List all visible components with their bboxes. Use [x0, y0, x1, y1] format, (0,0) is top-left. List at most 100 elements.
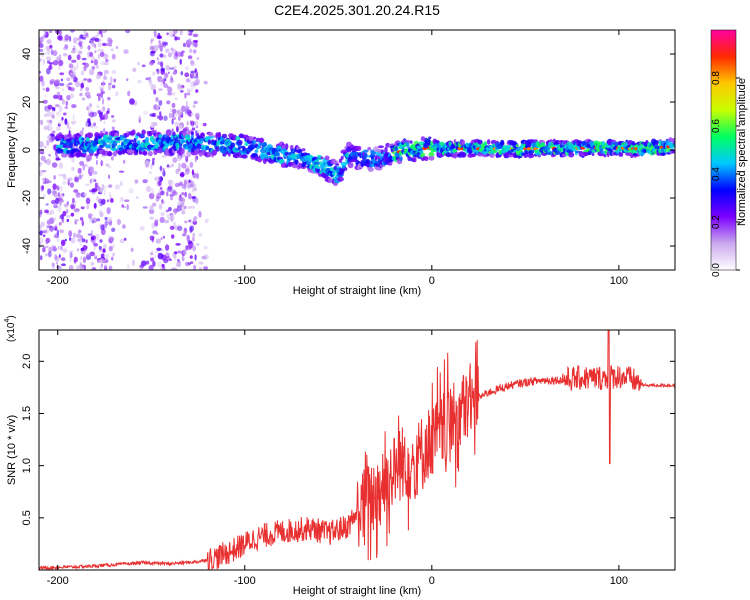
spectrogram-noise-cell: [71, 104, 77, 109]
spectrogram-noise-cell: [137, 80, 142, 84]
spectrogram-noise-cell: [201, 255, 207, 260]
spectrogram-noise-cell: [68, 93, 75, 99]
spectrogram-noise-cell: [77, 167, 82, 174]
spectrogram-noise-cell: [68, 63, 74, 69]
spectrogram-noise-cell: [56, 229, 60, 237]
spectrogram-noise-cell: [123, 49, 129, 54]
spectrogram-noise-cell: [74, 200, 77, 205]
spectrogram-noise-cell: [45, 203, 49, 206]
spectrogram-noise-cell: [44, 31, 49, 38]
spectrogram-noise-cell: [159, 111, 162, 116]
spectrogram-noise-cell: [173, 208, 177, 216]
spectrogram-noise-cell: [108, 82, 112, 86]
spectrogram-noise-cell: [183, 205, 187, 210]
spectrogram-noise-cell: [44, 52, 48, 55]
spectrogram-signal-cell: [452, 148, 458, 153]
spectrogram-signal-cell: [338, 158, 343, 164]
spectrogram-noise-cell: [175, 168, 180, 175]
spectrogram-signal-cell: [620, 152, 624, 157]
spectrogram-noise-cell: [172, 157, 178, 163]
spectrogram-noise-cell: [159, 216, 165, 223]
spectrogram-frame: [38, 29, 676, 271]
spectrogram-noise-cell: [164, 220, 170, 224]
spectrogram-noise-cell: [89, 111, 95, 118]
spectrogram-noise-cell: [187, 55, 193, 60]
spectrogram-noise-cell: [190, 59, 194, 65]
spectrogram-noise-cell: [53, 204, 58, 209]
spectrogram-noise-cell: [60, 78, 64, 82]
spectrogram-noise-cell: [156, 57, 159, 61]
spectrogram-signal-cell: [131, 129, 136, 136]
spectrogram-noise-cell: [175, 243, 181, 246]
spectrogram-noise-cell: [91, 56, 96, 61]
snr-panel: 0.5 1.0 1.5 2.0 -200 -100 0 100 SNR (10 * v/v)…: [4, 315, 676, 597]
spectrogram-noise-cell: [55, 157, 61, 161]
spectrogram-noise-cell: [70, 30, 75, 33]
spectrogram-signal-cell: [256, 146, 260, 150]
spectrogram-noise-cell: [166, 191, 169, 197]
spectrogram-noise-cell: [45, 253, 48, 257]
spectrogram-noise-cell: [193, 76, 199, 79]
spectrogram-noise-cell: [99, 264, 103, 270]
chart-title: C2E4.2025.301.20.24.R15: [274, 2, 440, 18]
spectrogram-noise-cell: [42, 178, 46, 181]
spectrogram-noise-cell: [184, 66, 190, 71]
spectrogram-noise-cell: [97, 42, 102, 48]
spectrogram-noise-cell: [98, 245, 102, 250]
spectrogram-noise-cell: [59, 72, 65, 76]
spectrogram-noise-cell: [108, 42, 113, 47]
spectrogram-noise-cell: [118, 170, 125, 173]
spectrogram-signal-cell: [262, 142, 267, 147]
spectrogram-noise-cell: [138, 116, 141, 124]
spectrogram-noise-cell: [84, 121, 89, 128]
spectrogram-noise-cell: [82, 164, 85, 171]
spectrogram-noise-cell: [132, 67, 137, 72]
spectrogram-noise-cell: [72, 113, 75, 121]
spectrogram-signal-cell: [425, 138, 431, 144]
spectrogram-signal-cell: [313, 161, 321, 166]
spectrogram-noise-cell: [70, 204, 76, 210]
spectrogram-noise-cell: [105, 163, 110, 167]
spectrogram-signal-cell: [428, 155, 435, 161]
spectrogram-signal-cell: [356, 145, 362, 151]
spectrogram-signal-cell: [340, 155, 344, 160]
colorbar-tick-label: 0.8: [711, 71, 722, 85]
spectrogram-noise-cell: [59, 229, 64, 234]
spectrogram-xtick-label: -100: [234, 275, 256, 287]
spectrogram-signal-cell: [407, 156, 412, 162]
spectrogram-ytick-label: 40: [21, 48, 33, 60]
spectrogram-noise-cell: [185, 155, 189, 163]
spectrogram-noise-cell: [158, 43, 162, 49]
spectrogram-noise-cell: [142, 179, 148, 184]
spectrogram-noise-cell: [75, 192, 81, 198]
spectrogram-noise-cell: [85, 86, 90, 92]
spectrogram-noise-cell: [54, 226, 58, 231]
spectrogram-noise-cell: [103, 185, 108, 190]
spectrogram-noise-cell: [204, 81, 208, 85]
spectrogram-noise-cell: [92, 171, 98, 175]
spectrogram-noise-cell: [174, 251, 178, 255]
spectrogram-noise-cell: [163, 54, 167, 59]
spectrogram-noise-cell: [139, 226, 145, 231]
spectrogram-noise-cell: [58, 59, 64, 67]
spectrogram-noise-cell: [179, 109, 183, 115]
spectrogram-noise-cell: [122, 224, 126, 230]
spectrogram-noise-cell: [113, 78, 116, 83]
spectrogram-noise-cell: [158, 115, 163, 121]
spectrogram-noise-cell: [130, 247, 134, 252]
spectrogram-noise-cell: [51, 162, 58, 168]
spectrogram-signal-cell: [279, 159, 284, 164]
spectrogram-noise-cell: [63, 203, 69, 208]
spectrogram-noise-cell: [191, 196, 196, 199]
spectrogram-noise-cell: [39, 209, 43, 215]
spectrogram-noise-cell: [155, 238, 161, 244]
spectrogram-noise-cell: [198, 233, 203, 237]
spectrogram-noise-cell: [39, 230, 43, 236]
spectrogram-noise-cell: [71, 158, 75, 163]
spectrogram-noise-cell: [49, 225, 55, 232]
spectrogram-noise-cell: [126, 264, 130, 270]
spectrogram-noise-cell: [84, 91, 91, 98]
spectrogram-noise-cell: [67, 179, 70, 186]
spectrogram-noise-cell: [100, 254, 105, 257]
snr-multiplier-base: (x10: [6, 322, 17, 342]
